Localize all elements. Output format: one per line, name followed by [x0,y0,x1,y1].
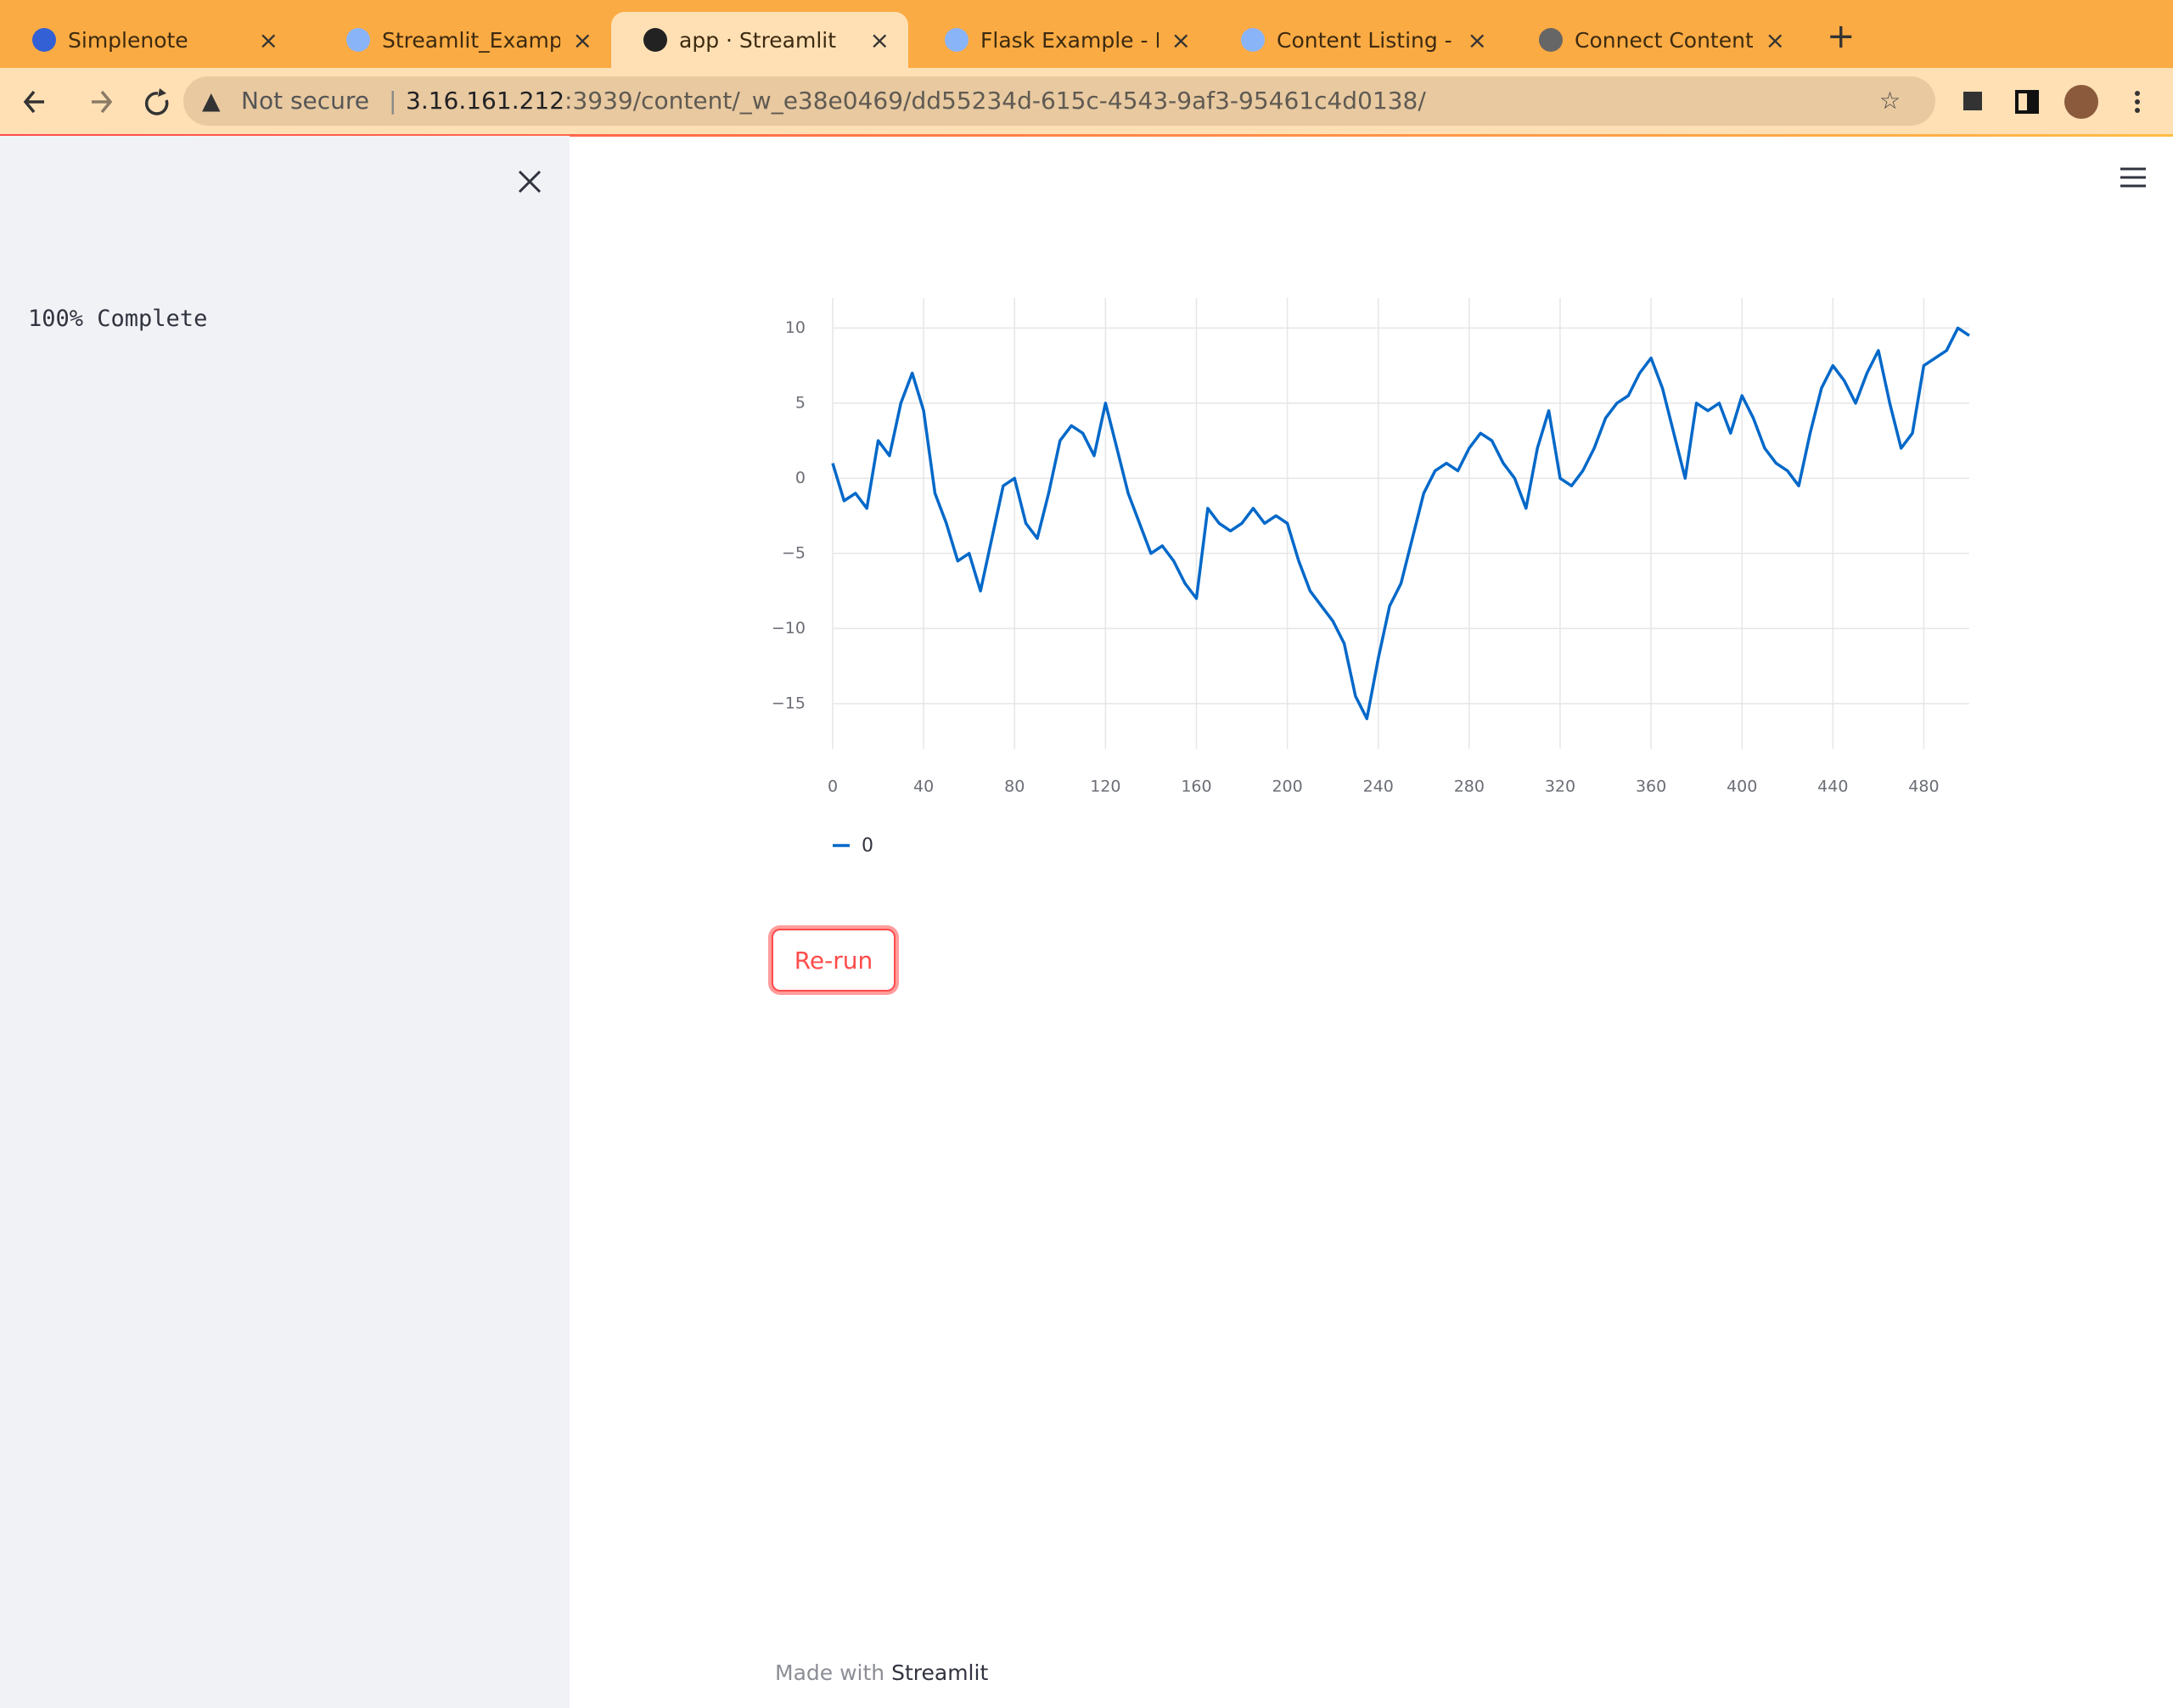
close-sidebar[interactable] [514,166,545,197]
tab-title: Simplenote [68,27,188,53]
tab-icon [945,28,969,52]
tab-title: Flask Example - RS [980,27,1159,53]
chart: −15 −10 −5 0 5 10 0 40 80 120 160 200 240 280 320 360 40… [772,298,1970,857]
x-tick-label: 80 [1004,778,1025,796]
tab[interactable]: app · Streamlit × [611,12,908,68]
x-tick-label: 480 [1908,778,1939,796]
tab-icon [346,28,370,52]
new-tab[interactable]: + [1827,17,1856,56]
y-tick-label: 0 [795,469,806,487]
address-bar[interactable]: ▲ Not secure | 3.16.161.212:3939/content… [183,76,1935,126]
x-tick-label: 120 [1090,778,1120,796]
rerun-button[interactable]: Re-run [772,929,896,992]
tab-bar: Simplenote×Streamlit_Example×app · Strea… [0,0,2173,68]
tab-icon [643,28,667,52]
tab-close[interactable]: × [572,25,592,54]
x-tick-label: 280 [1454,778,1485,796]
tab-close[interactable]: × [1467,25,1487,54]
x-tick-label: 400 [1727,778,1757,796]
tab-title: Content Listing - R [1277,27,1455,53]
tab-close[interactable]: × [869,25,890,54]
tab-title: app · Streamlit [679,27,837,53]
x-tick-label: 440 [1817,778,1848,796]
url-host: 3.16.161.212 [406,87,565,115]
tab-title: Connect Content P [1575,27,1753,53]
x-tick-label: 40 [913,778,934,796]
y-tick-label: 10 [785,318,806,337]
url-path: :3939/content/_w_e38e0469/dd55234d-615c-… [564,87,1426,115]
star-icon[interactable]: ☆ [1879,87,1901,115]
footer-brand[interactable]: Streamlit [891,1660,989,1685]
tab-close[interactable]: × [1171,25,1191,54]
tab-icon [1241,28,1265,52]
y-tick-label: −10 [772,619,806,638]
security-label: Not secure [241,87,370,115]
tab[interactable]: Flask Example - RS × [912,12,1210,68]
sidebar [0,136,570,1708]
loading-bar [0,134,2173,137]
x-tick-label: 0 [828,778,838,796]
divider: | [389,87,397,115]
legend-label: 0 [862,835,873,857]
footer-prefix: Made with [775,1660,885,1685]
nav-icons [23,88,169,115]
progress-text: 100% Complete [28,306,208,332]
toolbar-icons [1963,85,2140,119]
tab-close[interactable]: × [258,25,278,54]
y-tick-label: 5 [795,393,806,412]
data-line [831,326,1970,721]
x-tick-label: 240 [1363,778,1394,796]
tab-title: Streamlit_Example [382,27,560,53]
warning-icon: ▲ [202,87,221,115]
tab-icon [32,28,56,52]
tab[interactable]: Connect Content P × [1507,12,1804,68]
x-tick-label: 160 [1181,778,1211,796]
x-tick-label: 200 [1272,778,1302,796]
y-tick-label: −15 [772,694,806,712]
y-tick-label: −5 [782,543,806,562]
x-tick-label: 320 [1545,778,1575,796]
tab[interactable]: Streamlit_Example × [314,12,611,68]
footer: Made with Streamlit [775,1660,988,1685]
tab[interactable]: Content Listing - R × [1209,12,1506,68]
tab-close[interactable]: × [1765,25,1785,54]
x-tick-label: 360 [1636,778,1666,796]
url: 3.16.161.212:3939/content/_w_e38e0469/dd… [389,76,1426,126]
tab-icon [1539,28,1563,52]
tab[interactable]: Simplenote × [0,12,297,68]
menu-icon[interactable] [2119,166,2148,188]
